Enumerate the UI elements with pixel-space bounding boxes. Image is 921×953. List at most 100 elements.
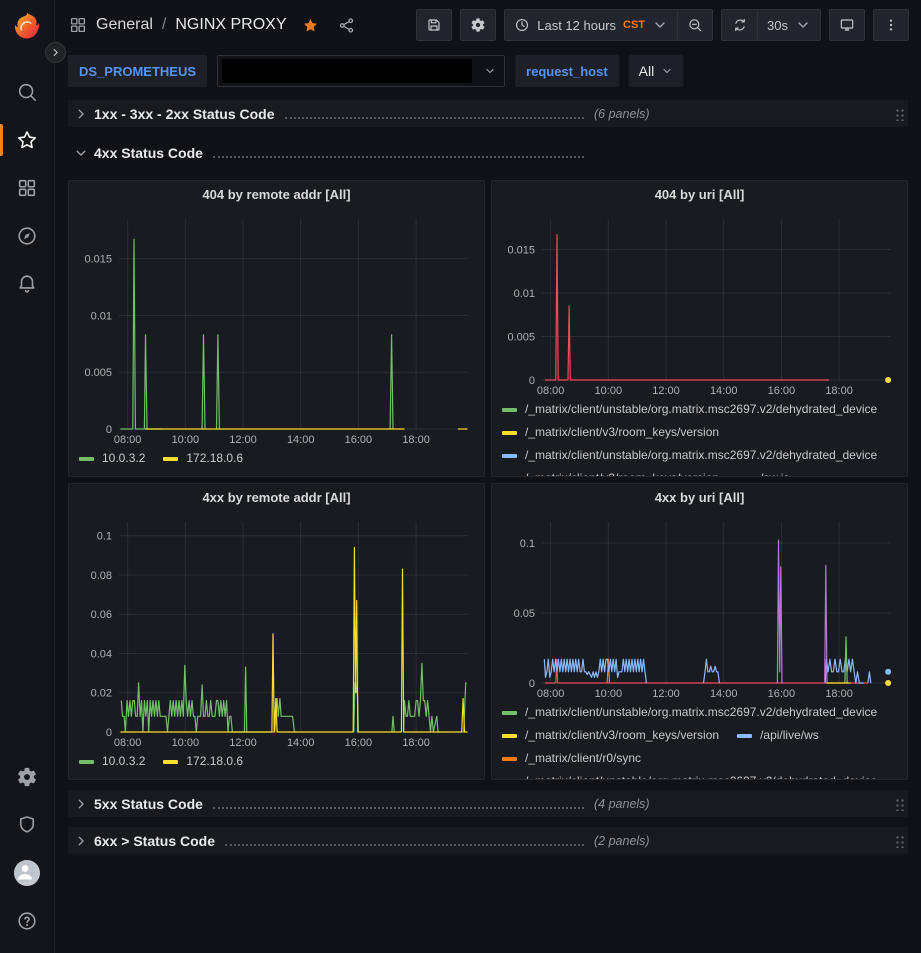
- row-1xx-3xx-2xx-status[interactable]: 1xx - 3xx - 2xx Status Code (6 panels): [68, 100, 908, 127]
- legend-item[interactable]: 10.0.3.2: [79, 751, 145, 772]
- row-drag-handle[interactable]: [895, 833, 904, 848]
- panel-title[interactable]: 404 by remote addr [All]: [202, 187, 351, 202]
- variables-bar: DS_PROMETHEUS request_host All: [55, 50, 921, 96]
- dashboard-settings-button[interactable]: [460, 9, 497, 41]
- dashboard-header: General / NGINX PROXY Last 12 hours CST: [55, 0, 921, 50]
- svg-text:16:00: 16:00: [768, 688, 796, 700]
- chevron-down-icon: [486, 68, 494, 74]
- datasource-select[interactable]: [217, 55, 506, 87]
- row-4xx-status[interactable]: 4xx Status Code: [68, 139, 908, 166]
- legend-label: 10.0.3.2: [102, 451, 146, 465]
- legend-swatch: [737, 733, 753, 738]
- dashboard-body: 1xx - 3xx - 2xx Status Code (6 panels) 4…: [55, 96, 921, 953]
- svg-text:18:00: 18:00: [825, 688, 853, 700]
- refresh-button[interactable]: [721, 9, 758, 41]
- svg-text:16:00: 16:00: [345, 737, 373, 749]
- svg-text:08:00: 08:00: [537, 385, 565, 397]
- svg-text:0.1: 0.1: [97, 531, 112, 543]
- zoom-out-time-button[interactable]: [677, 9, 714, 41]
- more-options-button[interactable]: [873, 9, 909, 41]
- legend-label: 172.18.0.6: [186, 754, 244, 768]
- row-drag-handle[interactable]: [895, 106, 904, 121]
- chart-canvas[interactable]: 0 0.05 0.1 08:00 10:00 12:00 14:00 16:00 18:00: [500, 512, 899, 701]
- svg-text:0.015: 0.015: [84, 254, 112, 266]
- chevron-down-icon: [655, 22, 665, 29]
- variable-label-request-host: request_host: [515, 55, 619, 87]
- breadcrumb-separator: /: [161, 16, 167, 33]
- variable-label-ds-prometheus: DS_PROMETHEUS: [68, 55, 208, 87]
- legend-item[interactable]: /api/live/ws: [737, 725, 819, 746]
- panel-title[interactable]: 404 by uri [All]: [654, 187, 745, 202]
- sidebar-item-search[interactable]: [0, 68, 54, 116]
- chart-panel: 4xx by remote addr [All] 0 0.02 0.04 0.06 0.…: [68, 483, 485, 780]
- sidebar: [0, 0, 66, 953]
- legend-item[interactable]: /_matrix/client/unstable/org.matrix.msc2…: [502, 399, 877, 420]
- gear-icon: [471, 18, 485, 32]
- sidebar-item-dashboards[interactable]: [0, 164, 54, 212]
- star-icon: [18, 131, 36, 149]
- legend-item[interactable]: 10.0.3.2: [79, 448, 145, 469]
- legend-item[interactable]: /sw.js: [737, 468, 789, 476]
- legend-item[interactable]: /_matrix/client/v3/room_keys/version: [502, 725, 719, 746]
- row-dotted-line: [212, 806, 584, 809]
- sidebar-item-profile[interactable]: [0, 849, 54, 897]
- time-range-picker[interactable]: Last 12 hours CST: [504, 9, 678, 41]
- svg-text:12:00: 12:00: [652, 688, 680, 700]
- row-drag-handle[interactable]: [895, 796, 904, 811]
- panel-title[interactable]: 4xx by uri [All]: [654, 490, 745, 505]
- legend-label: /_matrix/client/v3/room_keys/version: [525, 425, 720, 439]
- legend-item[interactable]: /_matrix/client/r0/sync: [502, 748, 641, 769]
- sidebar-item-explore[interactable]: [0, 212, 54, 260]
- svg-text:0.06: 0.06: [91, 609, 112, 621]
- svg-text:18:00: 18:00: [402, 737, 430, 749]
- refresh-controls: 30s: [721, 9, 821, 41]
- chart-canvas[interactable]: 0 0.005 0.01 0.015 08:00 10:00 12:00 14:00 16:00…: [77, 209, 476, 447]
- refresh-interval-picker[interactable]: 30s: [757, 9, 821, 41]
- grafana-logo[interactable]: [11, 10, 43, 42]
- legend-item[interactable]: 172.18.0.6: [163, 448, 243, 469]
- breadcrumb-folder[interactable]: General: [96, 16, 153, 33]
- dashboards-grid-icon: [18, 179, 36, 197]
- share-icon[interactable]: [338, 17, 355, 34]
- legend-label: /api/live/ws: [760, 728, 819, 742]
- svg-text:0: 0: [106, 424, 112, 436]
- legend-item[interactable]: /_matrix/client/unstable/org.matrix.msc2…: [502, 702, 877, 723]
- legend-item[interactable]: 172.18.0.6: [163, 751, 243, 772]
- legend-item[interactable]: /_matrix/client/unstable/org.matrix.msc2…: [502, 445, 877, 466]
- sidebar-item-help[interactable]: [0, 897, 54, 945]
- favorite-star-icon[interactable]: [302, 17, 319, 34]
- save-icon: [428, 19, 440, 31]
- active-indicator: [0, 124, 3, 156]
- chart-canvas[interactable]: 0 0.005 0.01 0.015 08:00 10:00 12:00 14:00 16:00…: [500, 209, 899, 398]
- chart-canvas[interactable]: 0 0.02 0.04 0.06 0.08 0.1 08:00 10:00 12:00 14:00…: [77, 512, 476, 750]
- sidebar-expand-button[interactable]: [45, 42, 66, 63]
- tv-mode-button[interactable]: [829, 9, 865, 41]
- sidebar-item-configuration[interactable]: [0, 753, 54, 801]
- sidebar-item-server-admin[interactable]: [0, 801, 54, 849]
- panel-legend: /_matrix/client/unstable/org.matrix.msc2…: [492, 701, 907, 779]
- svg-text:14:00: 14:00: [710, 385, 738, 397]
- legend-item[interactable]: /_matrix/client/v3/room_keys/version: [502, 422, 719, 443]
- svg-text:14:00: 14:00: [287, 737, 315, 749]
- chevron-down-icon: [663, 68, 671, 74]
- legend-item[interactable]: /_matrix/client/v3/room_keys/version: [502, 468, 719, 476]
- legend-swatch: [502, 756, 517, 761]
- legend-swatch: [79, 456, 94, 461]
- refresh-interval-label: 30s: [767, 17, 788, 33]
- svg-text:16:00: 16:00: [345, 434, 373, 446]
- breadcrumb-dashboard-title[interactable]: NGINX PROXY: [175, 16, 287, 33]
- request-host-select[interactable]: All: [628, 55, 684, 87]
- sidebar-item-alerting[interactable]: [0, 260, 54, 308]
- zoom-out-icon: [689, 19, 702, 32]
- panel-title[interactable]: 4xx by remote addr [All]: [202, 490, 351, 505]
- legend-item[interactable]: /_matrix/client/unstable/org.matrix.msc2…: [502, 771, 877, 779]
- row-5xx-status[interactable]: 5xx Status Code (4 panels): [68, 790, 908, 817]
- sidebar-item-starred[interactable]: [0, 116, 54, 164]
- row-title: 5xx Status Code: [94, 795, 203, 812]
- panel-grid: 404 by remote addr [All] 0 0.005 0.01 0.015…: [68, 180, 908, 780]
- legend-label: /_matrix/client/unstable/org.matrix.msc2…: [525, 771, 877, 779]
- legend-swatch: [163, 759, 179, 764]
- save-dashboard-button[interactable]: [416, 9, 453, 41]
- legend-label: /_matrix/client/unstable/org.matrix.msc2…: [525, 448, 878, 462]
- row-6xx-status[interactable]: 6xx > Status Code (2 panels): [68, 827, 908, 854]
